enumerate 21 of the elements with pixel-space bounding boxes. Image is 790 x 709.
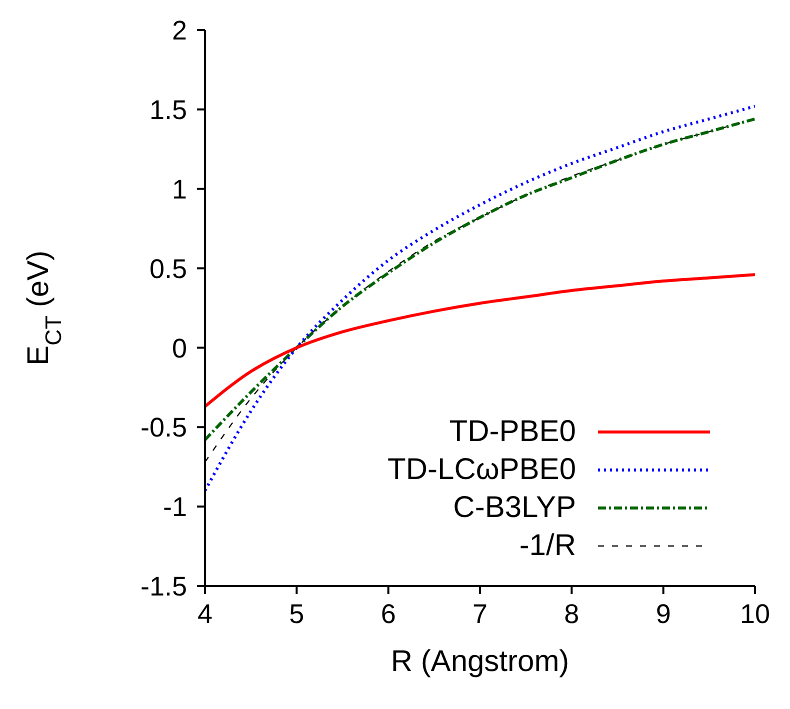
x-tick-label: 10 (740, 599, 770, 630)
y-tick-label: 0 (172, 333, 187, 364)
line-series (205, 273, 755, 408)
y-tick-label: 1 (172, 174, 187, 204)
y-tick-label: -1.5 (140, 572, 187, 602)
x-axis-title: R (Angstrom) (390, 645, 570, 678)
y-tick-label: 0.5 (149, 254, 187, 284)
y-tick-label: -0.5 (140, 412, 187, 443)
y-tick-label: 2 (172, 16, 187, 46)
legend-label: -1/R (519, 529, 576, 563)
x-tick-label: 7 (472, 599, 488, 630)
legend-label: TD-LCωPBE0 (388, 453, 576, 487)
y-tick-label: 1.5 (149, 95, 187, 126)
x-tick-label: 8 (564, 599, 580, 630)
legend-label: C-B3LYP (453, 491, 576, 525)
x-tick-label: 4 (197, 599, 213, 630)
x-tick-label: 9 (656, 599, 671, 630)
x-tick-label: 6 (380, 599, 396, 630)
x-tick-label: 5 (289, 599, 304, 630)
y-tick-label: -1 (162, 492, 187, 522)
legend-label: TD-PBE0 (449, 415, 576, 449)
